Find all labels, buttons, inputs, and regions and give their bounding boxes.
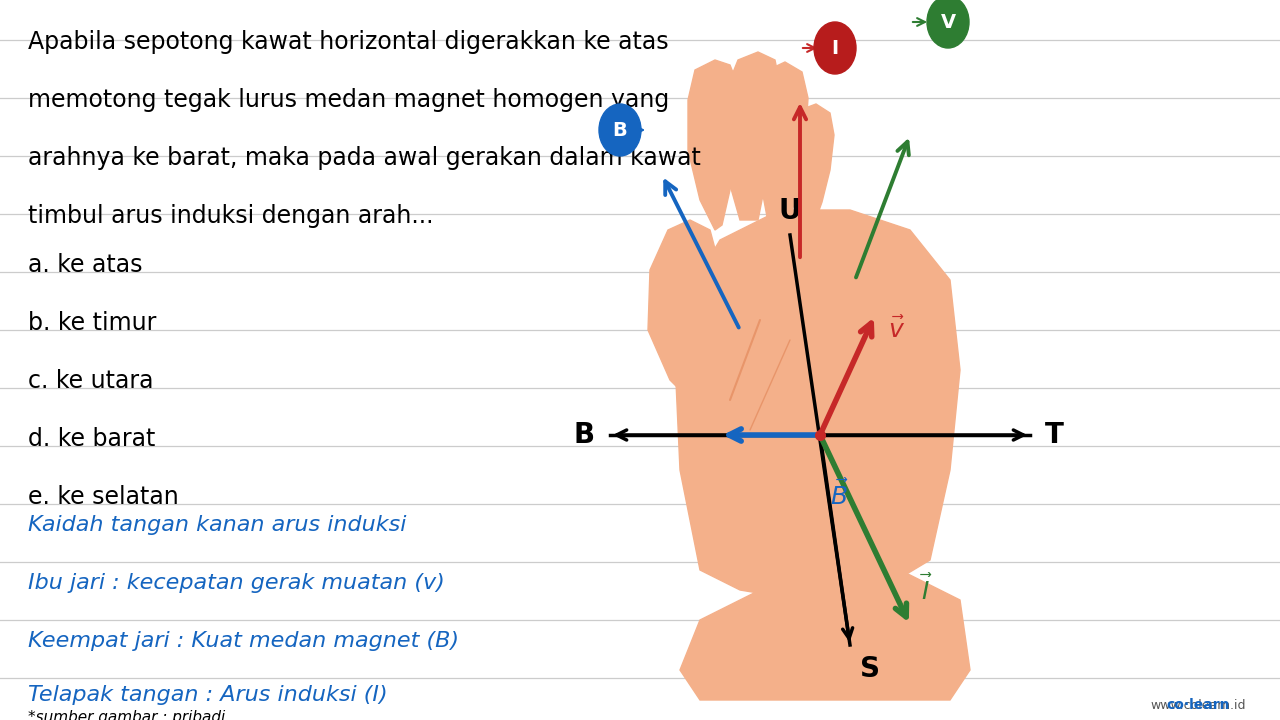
Text: B: B [613, 120, 627, 140]
Text: co·learn: co·learn [1166, 698, 1230, 712]
Polygon shape [724, 52, 780, 220]
Text: $\vec{v}$: $\vec{v}$ [888, 317, 905, 343]
Polygon shape [689, 60, 740, 230]
Ellipse shape [927, 0, 969, 48]
Text: U: U [778, 197, 801, 225]
Text: b. ke timur: b. ke timur [28, 311, 156, 335]
Polygon shape [792, 104, 835, 230]
Text: B: B [573, 421, 595, 449]
Text: c. ke utara: c. ke utara [28, 369, 154, 393]
Text: I: I [832, 38, 838, 58]
Text: d. ke barat: d. ke barat [28, 427, 155, 451]
Text: e. ke selatan: e. ke selatan [28, 485, 179, 509]
Text: *sumber gambar : pribadi: *sumber gambar : pribadi [28, 710, 225, 720]
Text: T: T [1044, 421, 1064, 449]
Text: S: S [860, 655, 881, 683]
Text: Telapak tangan : Arus induksi (I): Telapak tangan : Arus induksi (I) [28, 685, 388, 705]
Text: V: V [941, 12, 956, 32]
Polygon shape [648, 220, 718, 410]
Text: Keempat jari : Kuat medan magnet (B): Keempat jari : Kuat medan magnet (B) [28, 631, 460, 651]
Text: www.colearn.id: www.colearn.id [1149, 699, 1245, 712]
Text: memotong tegak lurus medan magnet homogen yang: memotong tegak lurus medan magnet homoge… [28, 88, 669, 112]
Ellipse shape [814, 22, 856, 74]
Text: $\vec{B}$: $\vec{B}$ [829, 480, 849, 510]
Text: Apabila sepotong kawat horizontal digerakkan ke atas: Apabila sepotong kawat horizontal digera… [28, 30, 668, 54]
Text: Kaidah tangan kanan arus induksi: Kaidah tangan kanan arus induksi [28, 515, 406, 535]
Text: arahnya ke barat, maka pada awal gerakan dalam kawat: arahnya ke barat, maka pada awal gerakan… [28, 146, 701, 170]
Text: timbul arus induksi dengan arah...: timbul arus induksi dengan arah... [28, 204, 434, 228]
Text: a. ke atas: a. ke atas [28, 253, 142, 277]
Polygon shape [758, 62, 808, 223]
Text: $\vec{I}$: $\vec{I}$ [920, 575, 933, 605]
Polygon shape [675, 210, 960, 600]
Ellipse shape [599, 104, 641, 156]
Polygon shape [680, 570, 970, 700]
Text: Ibu jari : kecepatan gerak muatan (v): Ibu jari : kecepatan gerak muatan (v) [28, 573, 444, 593]
